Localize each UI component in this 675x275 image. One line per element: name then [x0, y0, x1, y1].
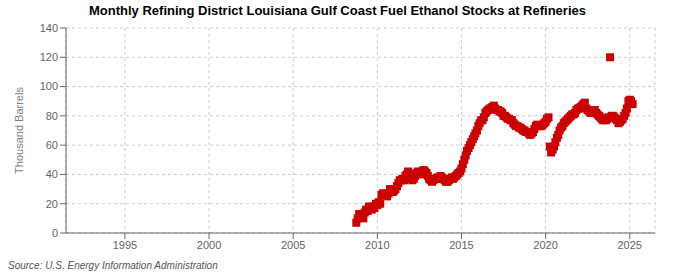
svg-text:2010: 2010	[365, 239, 389, 251]
svg-text:40: 40	[46, 168, 58, 180]
svg-text:2005: 2005	[281, 239, 305, 251]
svg-text:20: 20	[46, 198, 58, 210]
svg-text:140: 140	[40, 22, 58, 34]
svg-text:2020: 2020	[533, 239, 557, 251]
html-text:Monthly Refining District Loui: Monthly Refining District Louisiana Gulf…	[89, 3, 586, 18]
svg-text:2015: 2015	[449, 239, 473, 251]
svg-text:100: 100	[40, 80, 58, 92]
svg-text:120: 120	[40, 51, 58, 63]
html-text:Source: U.S. Energy Informatio: Source: U.S. Energy Information Administ…	[8, 260, 218, 271]
svg-text:Thousand Barrels: Thousand Barrels	[13, 87, 25, 174]
svg-text:60: 60	[46, 139, 58, 151]
svg-text:1995: 1995	[113, 239, 137, 251]
svg-text:2000: 2000	[197, 239, 221, 251]
svg-text:2025: 2025	[618, 239, 642, 251]
svg-text:80: 80	[46, 110, 58, 122]
svg-text:0: 0	[52, 227, 58, 239]
